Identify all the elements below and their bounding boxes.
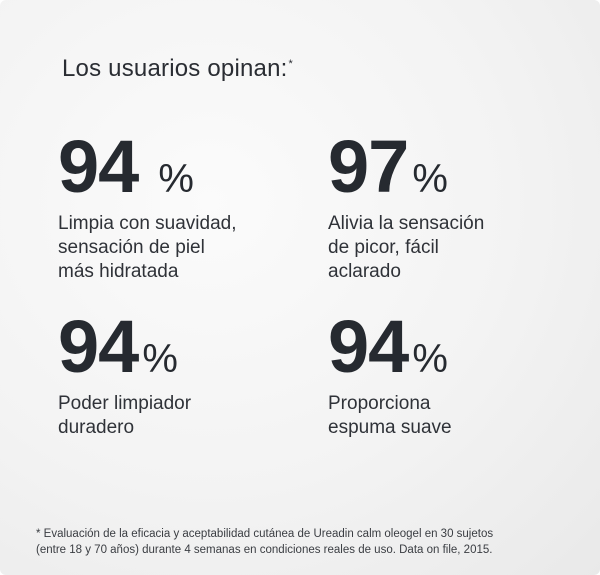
stat-number: 97 xyxy=(328,125,409,208)
section-heading: Los usuarios opinan:* xyxy=(62,55,293,83)
stat-description: Limpia con suavidad, sensación de piel m… xyxy=(58,213,237,282)
stat-description: Proporciona espuma suave xyxy=(328,393,452,438)
stat-figure: 94 % xyxy=(328,305,578,388)
stat-number: 94 xyxy=(58,305,139,388)
percent-sign: % xyxy=(158,157,194,201)
heading-text: Los usuarios opinan: xyxy=(62,55,288,82)
stat-description: Poder limpiador duradero xyxy=(58,393,192,438)
stat-number: 94 xyxy=(328,305,409,388)
stat-block: 94 % Limpia con suavidad, sensación de p… xyxy=(58,130,308,284)
stat-figure: 97 % xyxy=(328,125,578,208)
percent-sign: % xyxy=(142,337,178,381)
stat-description: Alivia la sensación de picor, fácil acla… xyxy=(328,213,485,282)
footnote-marker: * xyxy=(288,58,293,70)
stat-figure: 94 % xyxy=(58,125,308,208)
stat-figure: 94 % xyxy=(58,305,308,388)
stat-block: 97 % Alivia la sensación de picor, fácil… xyxy=(328,130,578,284)
footnote: * Evaluación de la eficacia y aceptabili… xyxy=(36,528,494,556)
stat-block: 94 % Poder limpiador duradero xyxy=(58,310,308,440)
stat-block: 94 % Proporciona espuma suave xyxy=(328,310,578,440)
stat-number: 94 xyxy=(58,125,139,208)
percent-sign: % xyxy=(412,337,448,381)
percent-sign: % xyxy=(412,157,448,201)
